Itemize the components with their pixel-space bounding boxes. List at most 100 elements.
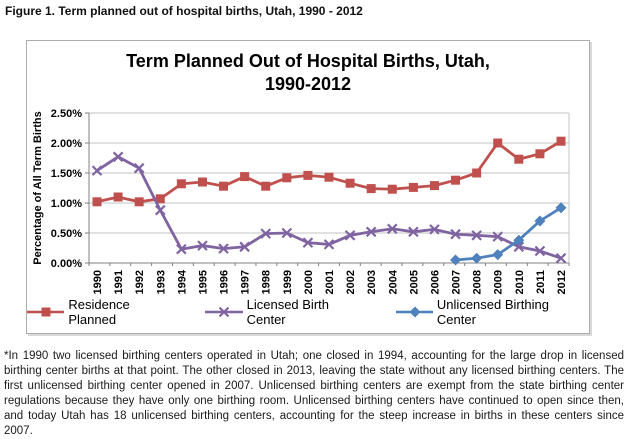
marker-square: [366, 184, 376, 194]
footnote-text: *In 1990 two licensed birthing centers o…: [4, 350, 624, 438]
marker-x: [176, 243, 187, 255]
chart-title-line-2: 1990-2012: [264, 74, 352, 95]
x-tick-label: 2011: [535, 270, 547, 294]
x-tick-label: 2010: [514, 270, 526, 294]
x-tick-label: 1998: [261, 270, 273, 294]
marker-x: [91, 165, 103, 176]
marker-square: [197, 177, 207, 187]
x-tick-label: 2006: [429, 270, 441, 294]
marker-x: [492, 231, 504, 242]
marker-diamond: [450, 254, 462, 266]
x-tick-label: 1996: [219, 270, 231, 294]
x-tick-label: 1991: [113, 270, 125, 294]
marker-x: [154, 204, 166, 216]
marker-square: [535, 149, 545, 159]
marker-diamond: [555, 202, 567, 214]
marker-square: [556, 136, 566, 146]
chart-title: Term Planned Out of Hospital Births, Uta…: [27, 50, 589, 97]
marker-x: [112, 151, 124, 163]
y-tick-label: 0.00%: [51, 258, 82, 270]
y-tick-label: 2.50%: [51, 108, 82, 120]
legend-label: Residence Planned: [68, 297, 130, 327]
legend-marker-icon: [27, 307, 65, 317]
marker-x: [365, 226, 377, 238]
marker-diamond: [492, 249, 504, 261]
y-tick-label: 2.00%: [51, 138, 82, 150]
marker-x: [239, 241, 250, 253]
marker-square: [219, 181, 229, 191]
marker-x: [408, 226, 419, 238]
marker-x: [450, 228, 461, 240]
x-tick-label: 1999: [282, 270, 294, 294]
marker-square: [282, 173, 292, 183]
marker-square: [261, 181, 271, 191]
legend-item-residence-planned: Residence Planned: [27, 297, 179, 327]
marker-square: [303, 170, 313, 180]
x-tick-label: 2004: [387, 269, 399, 294]
x-tick-label: 2002: [345, 270, 357, 294]
marker-x: [197, 240, 208, 251]
marker-x: [429, 224, 440, 235]
plot-area: 0.00% 0.50% 1.00% 1.50% 2.00% 2.50% 1990 1991 19…: [27, 103, 589, 301]
marker-diamond: [513, 234, 525, 246]
marker-square: [155, 194, 165, 204]
figure-caption: Figure 1. Term planned out of hospital b…: [5, 4, 363, 18]
marker-square: [472, 168, 482, 178]
marker-square: [176, 179, 186, 189]
marker-x: [323, 239, 335, 250]
x-tick-label: 1992: [134, 270, 146, 294]
marker-square: [408, 182, 418, 192]
x-tick-label: 2000: [303, 270, 315, 294]
x-tick-label: 2001: [324, 270, 336, 294]
legend-item-licensed-birth-center: Licensed Birth Center: [205, 297, 369, 327]
y-tick-label: 1.00%: [51, 198, 82, 210]
marker-square: [324, 172, 334, 182]
marker-diamond: [471, 252, 483, 264]
marker-square: [134, 197, 144, 207]
marker-diamond: [534, 215, 546, 227]
x-tick-label: 2003: [366, 270, 378, 294]
x-tick-label: 2012: [556, 270, 568, 294]
x-tick-label: 1997: [240, 270, 252, 294]
legend-marker-icon: [395, 306, 433, 318]
marker-x: [133, 162, 145, 174]
marker-square: [240, 172, 250, 182]
marker-square: [493, 138, 503, 148]
marker-square: [429, 181, 439, 191]
x-tick-label: 1994: [176, 269, 188, 294]
chart-legend: Residence Planned Licensed Birth Center Un…: [27, 297, 589, 327]
legend-label: Unlicensed Birthing Center: [436, 297, 549, 327]
line-chart: 0.00% 0.50% 1.00% 1.50% 2.00% 2.50% 1990 1991 19…: [32, 108, 570, 294]
y-axis-title: Percentage of All Term Births: [32, 111, 44, 264]
marker-x: [344, 230, 356, 241]
legend-label: Licensed Birth Center: [246, 297, 329, 327]
marker-square: [92, 197, 102, 207]
marker-x: [302, 237, 314, 248]
x-tick-label: 2007: [451, 270, 463, 294]
chart-title-line-1: Term Planned Out of Hospital Births, Uta…: [126, 51, 490, 71]
marker-x: [386, 223, 398, 235]
marker-x: [534, 245, 546, 257]
marker-square: [345, 178, 355, 188]
y-tick-label: 1.50%: [51, 168, 82, 180]
marker-x: [555, 252, 567, 264]
y-tick-label: 0.50%: [51, 228, 82, 240]
x-tick-label: 1993: [155, 270, 167, 294]
x-tick-label: 1990: [92, 270, 104, 294]
marker-x: [281, 227, 293, 239]
marker-square: [451, 175, 461, 185]
marker-x: [218, 243, 229, 254]
x-tick-label: 1995: [197, 270, 209, 294]
x-tick-label: 2009: [493, 270, 505, 294]
marker-x: [471, 230, 482, 241]
marker-square: [514, 154, 524, 164]
chart-container: Term Planned Out of Hospital Births, Uta…: [26, 40, 590, 334]
legend-item-unlicensed-birthing-center: Unlicensed Birthing Center: [395, 297, 589, 327]
marker-square: [387, 184, 397, 194]
x-tick-label: 2005: [408, 270, 420, 294]
marker-square: [113, 192, 123, 202]
series-line-residence-planned: [96, 139, 562, 204]
legend-marker-icon: [205, 306, 243, 318]
marker-x: [260, 228, 272, 239]
x-tick-label: 2008: [472, 270, 484, 294]
